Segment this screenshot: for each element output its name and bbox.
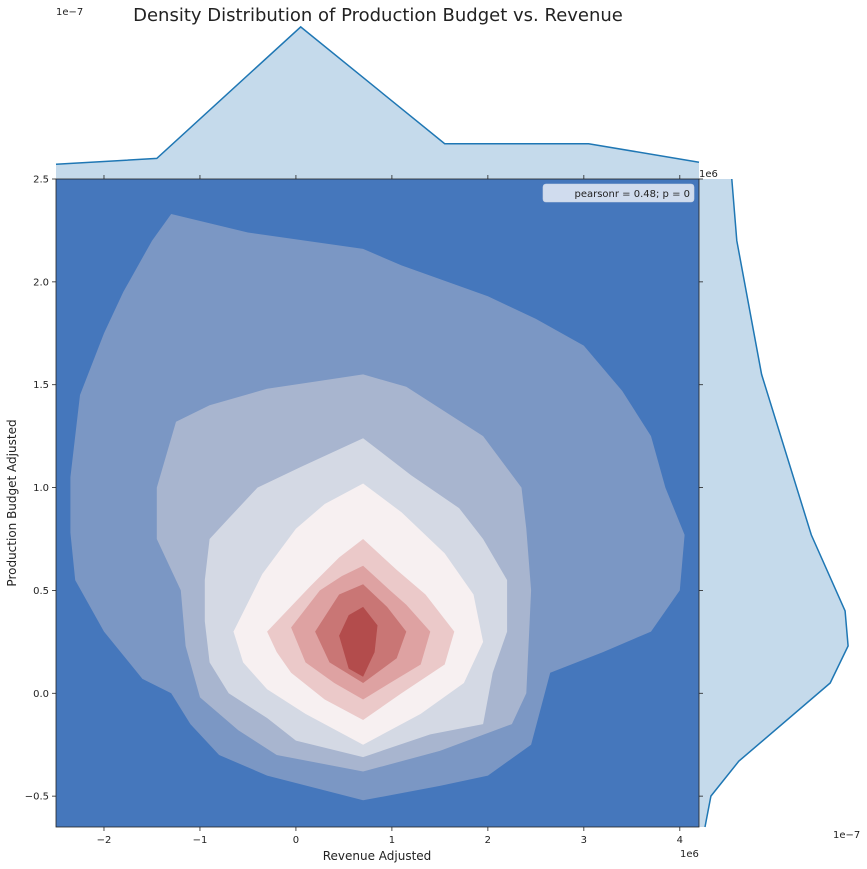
top-marginal-line <box>55 25 700 166</box>
legend-box <box>542 183 695 203</box>
x-tick-label: 4 <box>677 835 683 846</box>
x-tick-label: 2 <box>485 835 491 846</box>
top-marginal-fill <box>56 26 699 180</box>
x-tick-label: −2 <box>97 835 112 846</box>
x-tick-label: 1 <box>389 835 395 846</box>
y-tick-label: 0.5 <box>33 586 49 597</box>
y-tick-label: 2.5 <box>33 175 49 186</box>
x-tick-label: −1 <box>193 835 208 846</box>
x-tick-label: 0 <box>293 835 299 846</box>
kde-level-8 <box>339 606 378 677</box>
right-marginal-fill <box>699 179 849 827</box>
legend: pearsonr = 0.48; p = 0 <box>542 183 695 203</box>
y-axis-multiplier: 1e6 <box>699 169 718 180</box>
y-axis: −0.5 0.0 0.5 1.0 1.5 2.0 2.5 <box>25 175 703 803</box>
plot-frame <box>55 178 700 828</box>
y-tick-label: 1.0 <box>33 483 49 494</box>
y-tick-label: 2.0 <box>33 277 49 288</box>
top-marginal-density <box>55 25 700 180</box>
x-tick-label: 3 <box>581 835 587 846</box>
y-tick-label: 0.0 <box>33 689 49 700</box>
chart-title: Density Distribution of Production Budge… <box>133 5 623 26</box>
y-tick-label: −0.5 <box>25 792 49 803</box>
y-axis-label: Production Budget Adjusted <box>5 419 19 586</box>
x-axis-multiplier: 1e6 <box>680 849 699 860</box>
legend-text: pearsonr = 0.48; p = 0 <box>574 189 690 200</box>
y-tick-label: 1.5 <box>33 380 49 391</box>
kde-contours <box>70 214 685 801</box>
x-axis-label: Revenue Adjusted <box>323 849 432 863</box>
right-marginal-multiplier: 1e−7 <box>833 830 860 841</box>
x-axis: −2 −1 0 1 2 3 4 <box>97 175 683 846</box>
right-marginal-line <box>704 178 849 828</box>
right-marginal-density <box>699 178 849 828</box>
top-marginal-multiplier: 1e−7 <box>56 7 83 18</box>
